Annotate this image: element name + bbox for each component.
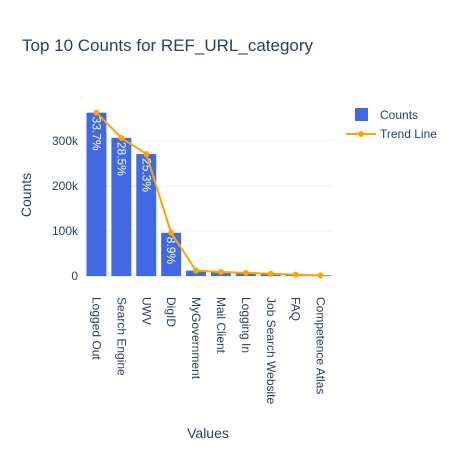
x-tick-label: Search Engine — [114, 297, 128, 376]
x-tick-label: Job Search Website — [264, 297, 278, 404]
legend-label-counts[interactable]: Counts — [380, 108, 418, 122]
x-tick-label: Logging In — [239, 297, 253, 353]
x-tick-label: UWV — [139, 297, 153, 325]
bar-value-label: 25.3% — [139, 158, 153, 192]
trend-line-layer — [93, 109, 324, 279]
bar-value-label: 28.5% — [114, 142, 128, 176]
y-tick-label: 200k — [52, 179, 79, 193]
bar[interactable] — [86, 112, 107, 277]
trend-line-point[interactable] — [193, 267, 200, 274]
trend-line-point[interactable] — [118, 134, 125, 141]
chart-title: Top 10 Counts for REF_URL_category — [22, 36, 314, 55]
trend-line — [95, 111, 321, 277]
trend-line-point[interactable] — [168, 229, 175, 236]
bar-value-label: 8.9% — [164, 237, 178, 265]
trend-line-point[interactable] — [267, 270, 274, 277]
x-tick-label: Competence Atlas — [314, 297, 328, 394]
trend-line-point[interactable] — [143, 151, 150, 158]
trend-line-point[interactable] — [292, 271, 299, 278]
bar[interactable] — [111, 137, 132, 276]
x-tick-label: Logged Out — [89, 297, 103, 360]
y-tick-label: 100k — [52, 224, 79, 238]
x-axis-title: Values — [187, 425, 229, 441]
trend-line-point[interactable] — [317, 272, 324, 279]
x-tick-label: FAQ — [289, 297, 303, 321]
legend-label-trend-line[interactable]: Trend Line — [380, 127, 437, 141]
x-axis-ticks: Logged Out Search Engine UWV DigID MyGovernm… — [89, 297, 327, 404]
bar[interactable] — [136, 154, 157, 276]
x-tick-label: DigID — [164, 297, 178, 327]
bar[interactable] — [161, 232, 182, 276]
legend: Counts Trend Line — [346, 108, 437, 141]
trend-line-point[interactable] — [217, 268, 224, 275]
legend-swatch-counts[interactable] — [355, 108, 368, 121]
y-tick-label: 0 — [71, 269, 78, 283]
trend-line-point[interactable] — [242, 269, 249, 276]
y-axis-title: Counts — [18, 173, 34, 217]
legend-marker-trend-line — [358, 131, 364, 137]
x-tick-label: Mail Client — [214, 297, 228, 354]
y-tick-label: 300k — [52, 134, 79, 148]
trend-line-point[interactable] — [93, 109, 100, 116]
x-tick-label: MyGovernment — [189, 297, 203, 380]
bar-value-label: 33.7% — [89, 117, 103, 151]
bar-labels: 33.7% 28.5% 25.3% 8.9% — [89, 117, 178, 265]
y-axis-ticks: 0 100k 200k 300k — [52, 134, 79, 283]
